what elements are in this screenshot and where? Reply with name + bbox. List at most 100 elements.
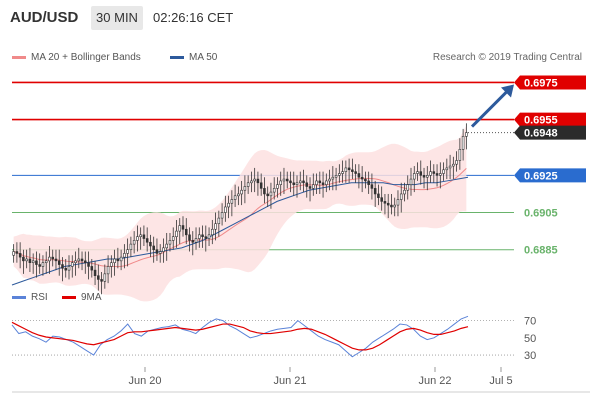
candle-body xyxy=(18,253,22,258)
timeframe-button[interactable]: 30 MIN xyxy=(91,6,143,30)
candle-body xyxy=(80,258,84,262)
candle-body xyxy=(357,173,361,178)
candle-body xyxy=(289,180,292,184)
candle-body xyxy=(253,178,256,182)
candle-body xyxy=(390,204,393,208)
candle-body xyxy=(152,245,155,250)
candle-body xyxy=(452,163,455,167)
candle-body xyxy=(123,253,126,258)
candle-body xyxy=(214,223,217,230)
candle-body xyxy=(279,180,282,185)
candle-body xyxy=(256,178,260,184)
candle-body xyxy=(240,189,243,195)
candle-body xyxy=(207,234,211,239)
x-tick-label: Jun 21 xyxy=(273,375,306,387)
candle-body xyxy=(188,234,191,241)
candle-body xyxy=(338,173,341,176)
rsi-tick-label: 50 xyxy=(524,333,536,345)
candle-body xyxy=(171,236,175,241)
candle-body xyxy=(217,217,221,224)
candle-body xyxy=(74,260,77,264)
candle-body xyxy=(211,228,214,236)
ma20-label: MA 20 + Bollinger Bands xyxy=(31,52,141,63)
candle-body xyxy=(233,195,237,200)
candle-body xyxy=(100,279,103,282)
price-tag-box xyxy=(514,125,586,140)
candle-body xyxy=(429,171,432,176)
candle-body xyxy=(295,182,299,185)
candle-body xyxy=(93,269,97,277)
candle-body xyxy=(31,260,35,264)
price-tag-box xyxy=(514,112,586,127)
candle-body xyxy=(87,262,90,267)
candle-body xyxy=(341,171,344,174)
candle-body xyxy=(370,184,374,189)
candle-body xyxy=(259,182,263,189)
candle-body xyxy=(315,180,318,185)
candle-body xyxy=(201,234,204,237)
candle-body xyxy=(432,171,436,174)
candle-body xyxy=(383,201,387,204)
candle-body xyxy=(227,202,230,208)
candle-body xyxy=(439,173,442,176)
x-tick-label: Jul 5 xyxy=(489,375,512,387)
candle-body xyxy=(158,251,162,254)
legend-9ma: 9MA xyxy=(62,292,102,303)
price-tag-label: 0.6885 xyxy=(524,245,558,257)
candle-body xyxy=(298,180,302,184)
candle-body xyxy=(230,199,234,204)
candle-body xyxy=(435,173,439,176)
price-tag-label: 0.6955 xyxy=(524,115,558,127)
candle-body xyxy=(396,199,400,206)
candle-body xyxy=(422,175,426,178)
candle-body xyxy=(181,225,185,230)
candle-body xyxy=(364,178,367,182)
price-tag-0.6955: 0.6955 xyxy=(514,112,586,127)
rsi-tick-label: 70 xyxy=(524,316,536,328)
candle-body xyxy=(175,230,178,237)
candle-body xyxy=(321,182,325,185)
candle-body xyxy=(103,273,107,282)
candle-body xyxy=(162,247,165,252)
candle-body xyxy=(184,228,188,236)
candle-body xyxy=(110,262,113,267)
candle-body xyxy=(51,256,54,260)
candle-body xyxy=(334,175,338,178)
candle-body xyxy=(250,180,253,184)
price-tag-0.6948: 0.6948 xyxy=(514,125,586,140)
candle-body xyxy=(412,173,416,180)
x-tick-label: Jun 20 xyxy=(128,375,161,387)
candle-body xyxy=(139,234,142,237)
rsi-tick-label: 30 xyxy=(524,350,536,362)
candle-body xyxy=(386,202,390,206)
rsi-series-9MA xyxy=(11,321,469,351)
candle-body xyxy=(403,189,406,195)
candle-body xyxy=(380,197,383,202)
candle-body xyxy=(67,266,71,271)
candle-body xyxy=(325,180,328,185)
candle-body xyxy=(351,169,354,172)
candle-body xyxy=(220,212,224,219)
candle-body xyxy=(64,267,68,271)
x-tick-label: Jun 22 xyxy=(418,375,451,387)
candle-body xyxy=(84,260,87,264)
candle-body xyxy=(106,266,110,275)
research-credit: Research © 2019 Trading Central xyxy=(432,52,582,63)
candle-body xyxy=(194,238,198,243)
candle-body xyxy=(35,260,38,265)
price-tag-0.6925: 0.6925 xyxy=(514,168,586,183)
candle-body xyxy=(285,178,289,182)
candle-body xyxy=(178,225,182,232)
candle-body xyxy=(126,249,129,254)
price-tag-label: 0.6925 xyxy=(524,170,558,182)
rsi-series-RSI xyxy=(11,315,469,358)
candle-body xyxy=(276,184,279,189)
candle-body xyxy=(445,167,449,171)
candle-body xyxy=(149,241,152,247)
candle-body xyxy=(41,262,45,267)
currency-pair: AUD/USD xyxy=(10,9,79,26)
candle-body xyxy=(12,251,15,256)
candle-body xyxy=(266,193,269,197)
candle-body xyxy=(145,238,149,243)
